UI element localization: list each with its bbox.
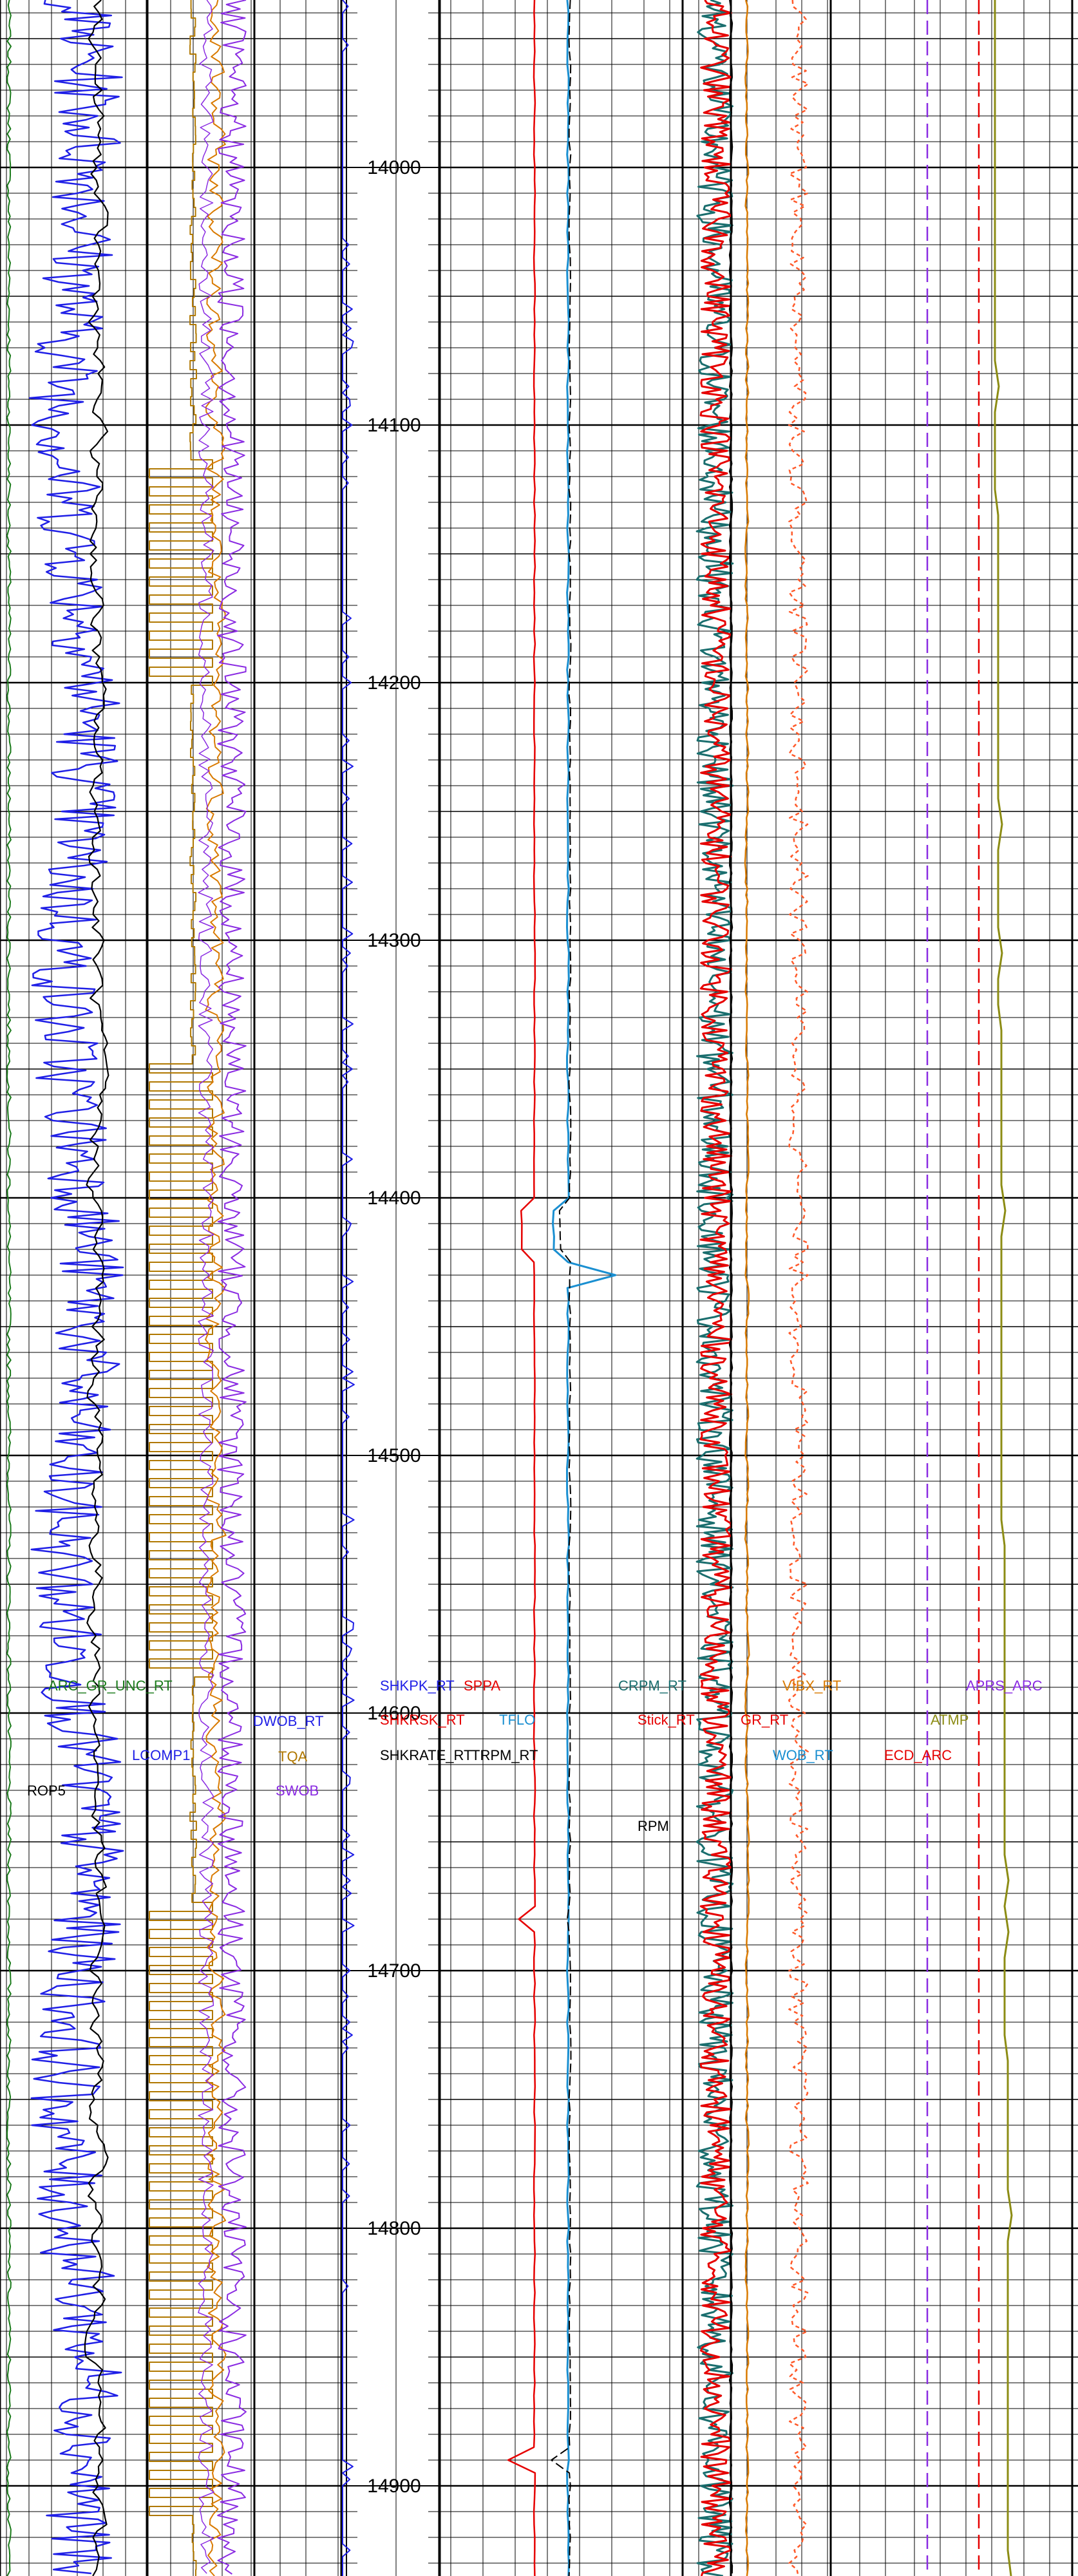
lcomp1-curve (28, 0, 124, 2575)
curve-label: APRS_ARC (966, 1678, 1043, 1694)
curve-label: ECD_ARC (884, 1747, 952, 1763)
curve-label: DWOB_RT (253, 1713, 324, 1729)
curve-label: CRPM_RT (618, 1678, 686, 1694)
crpm-rt-curve (695, 0, 734, 2576)
depth-label: 14600 (367, 1703, 421, 1724)
vibx-rt-curve (744, 0, 750, 2576)
shkpk-rt-curve (342, 0, 355, 2576)
curve-label: TRPM_RT (471, 1747, 538, 1763)
curve-label: Stick_RT (638, 1712, 695, 1728)
curve-label: ARC_GR_UNC_RT (48, 1678, 173, 1694)
depth-label: 14800 (367, 2218, 421, 2239)
rop5-curve (84, 0, 109, 2576)
stick-rt-curve (699, 0, 733, 2576)
curve-label: SHKPK_RT (380, 1678, 455, 1694)
curve-label: LCOMP1 (132, 1747, 190, 1763)
swob-secondary-curve (198, 0, 214, 2574)
sppa-curve (507, 0, 536, 2576)
depth-label: 14500 (367, 1445, 421, 1466)
rpm-curve (728, 0, 733, 2574)
depth-label: 14700 (367, 1960, 421, 1982)
atmp-curve (994, 0, 1013, 2576)
depth-label: 14100 (367, 415, 421, 436)
curve-label: TFLO (499, 1712, 535, 1728)
curve-label: SHKRATE_RT (380, 1747, 472, 1763)
curve-label: SHKRSK_RT (380, 1712, 465, 1728)
curve-label: SPPA (464, 1678, 500, 1694)
tqa-curve (149, 0, 213, 2576)
depth-label: 14400 (367, 1188, 421, 1209)
trpm-rt-curve (551, 0, 572, 2576)
curve-label: RPM (638, 1818, 669, 1834)
curve-label: ROP5 (27, 1783, 66, 1799)
curve-label: WOB_RT (773, 1747, 833, 1763)
curve-label: GR_RT (741, 1712, 788, 1728)
curve-label: SWOB (276, 1783, 319, 1799)
curve-labels: ARC_GR_UNC_RT ROP5 LCOMP1 DWOB_RT TQA SWOB SHK… (27, 1678, 1043, 1834)
depth-label: 14200 (367, 672, 421, 694)
depth-label: 14300 (367, 930, 421, 951)
curves (6, 0, 1013, 2576)
depth-label: 14900 (367, 2476, 421, 2497)
curve-label: TQA (278, 1748, 308, 1765)
depth-axis: 14000 14100 14200 14300 14400 14500 14600 14700… (367, 157, 421, 2497)
curve-label: ATMP (931, 1712, 969, 1728)
arc-gr-unc-rt-curve (6, 0, 12, 2576)
swob-curve (217, 0, 247, 2575)
depth-label: 14000 (367, 157, 421, 178)
gr-rt-curve (788, 0, 809, 2576)
tflo-curve (552, 0, 617, 2576)
curve-label: VIBX_RT (782, 1678, 841, 1694)
